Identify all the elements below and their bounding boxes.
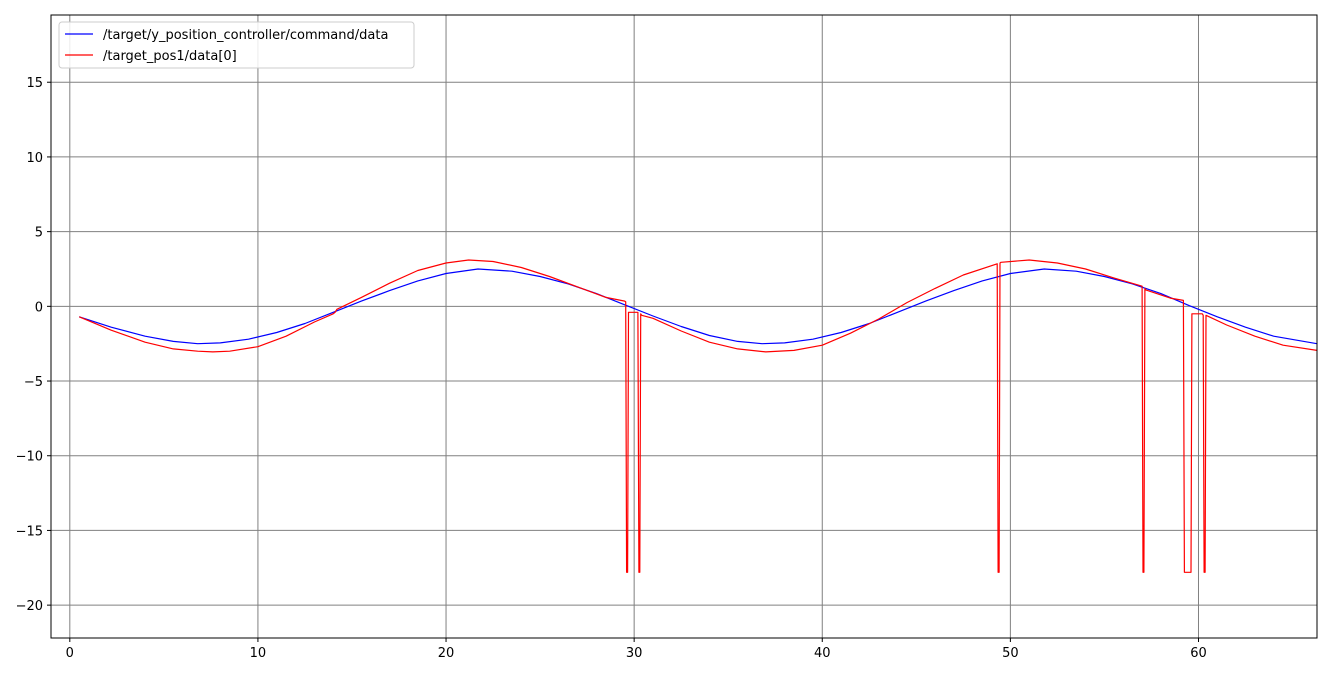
legend-label: /target_pos1/data[0]	[103, 49, 237, 64]
plot-frame	[50, 14, 1318, 639]
y-tick-label: 0	[35, 300, 43, 315]
legend-box	[58, 21, 415, 69]
x-tick-label: 60	[1190, 646, 1207, 661]
series-lines	[78, 259, 1317, 573]
y-tick-label: 15	[26, 76, 43, 91]
y-tick-label: −10	[16, 450, 43, 465]
y-tick-label: 5	[35, 226, 43, 241]
x-tick-label: 20	[438, 646, 455, 661]
x-tick-label: 30	[626, 646, 643, 661]
x-tick-label: 0	[66, 646, 74, 661]
x-tick-label: 50	[1002, 646, 1019, 661]
x-tick-label: 40	[814, 646, 831, 661]
grid	[51, 15, 1317, 638]
y-tick-label: −20	[16, 599, 43, 614]
legend-label: /target/y_position_controller/command/da…	[103, 28, 388, 43]
legend: /target/y_position_controller/command/da…	[58, 21, 415, 69]
y-tick-label: −5	[24, 375, 43, 390]
y-tick-label: −15	[16, 524, 43, 539]
series-line-2	[78, 259, 1317, 573]
series-line-1	[79, 268, 1317, 345]
y-tick-label: 10	[26, 151, 43, 166]
x-tick-label: 10	[250, 646, 267, 661]
